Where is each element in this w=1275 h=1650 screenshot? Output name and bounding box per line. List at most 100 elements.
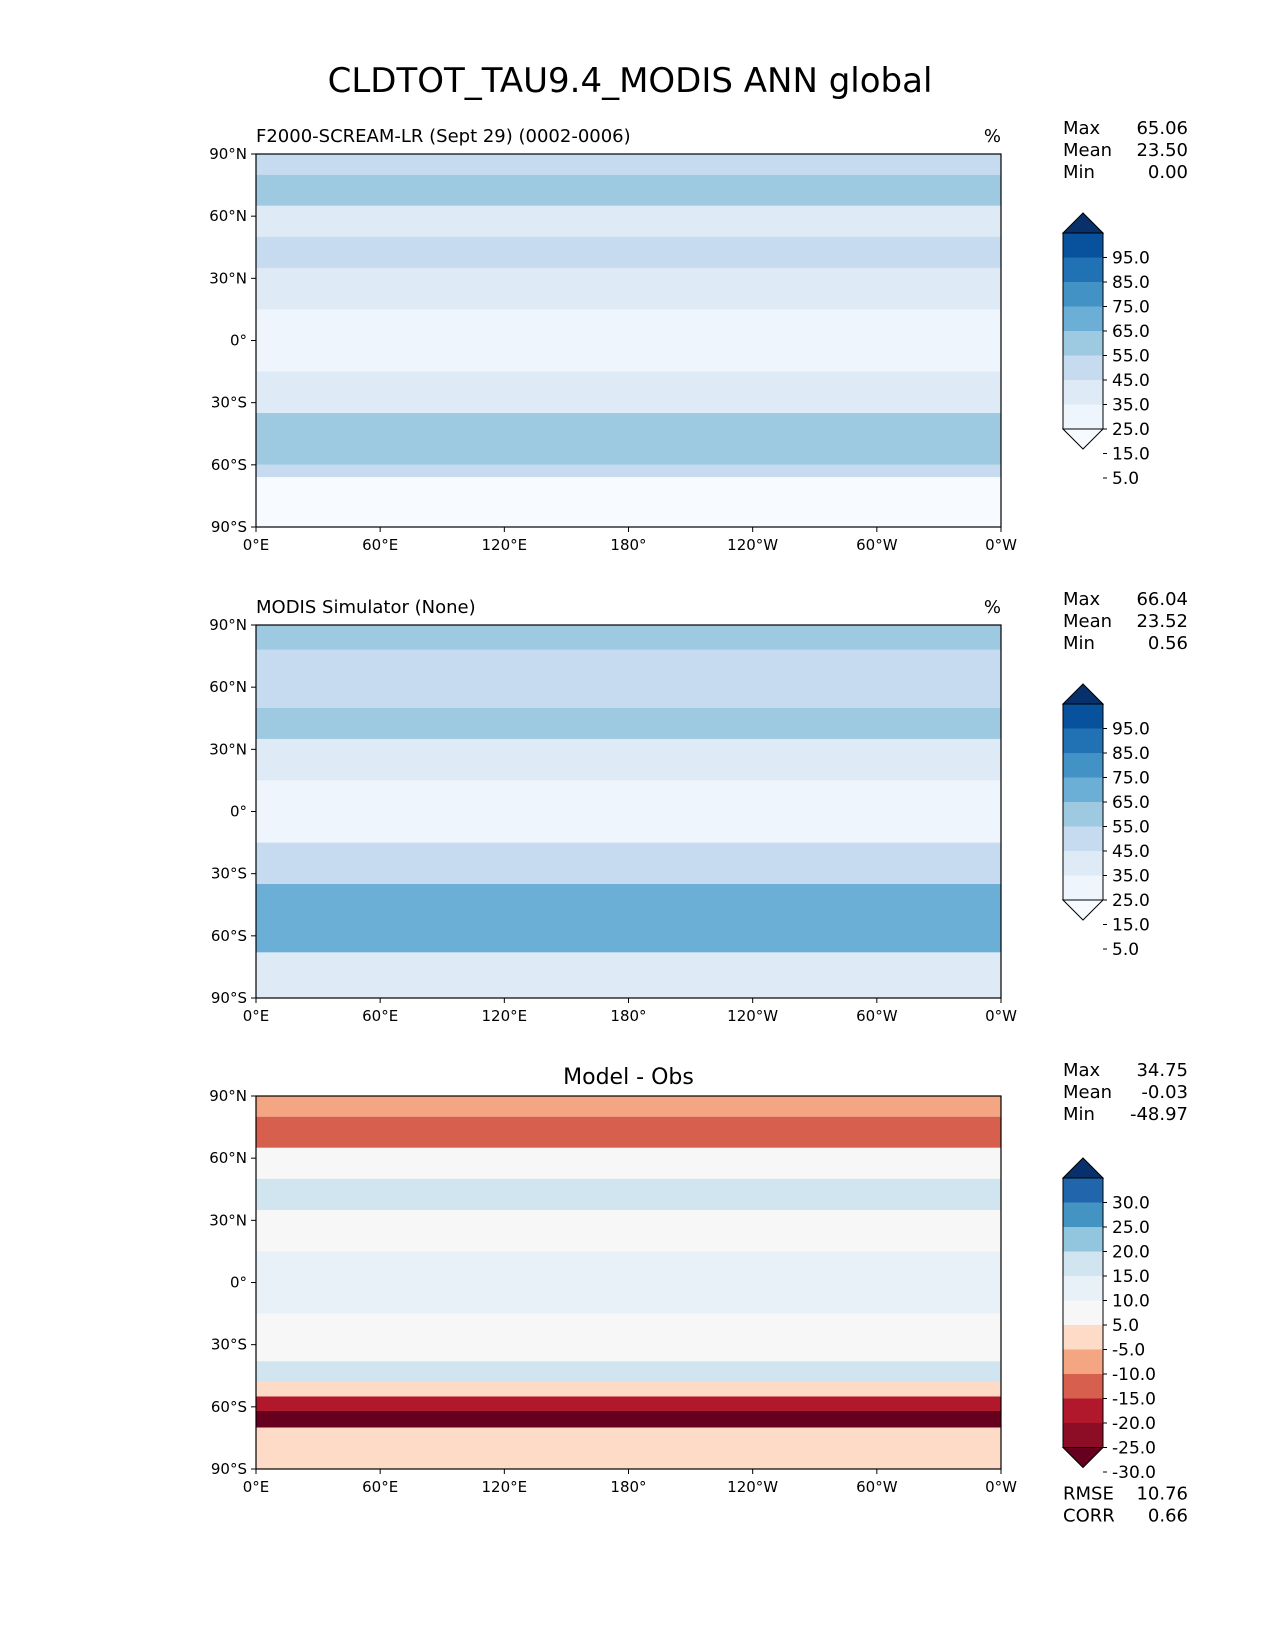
field-band-5 (256, 309, 1001, 372)
y-tick-label: 60°S (211, 1398, 247, 1416)
stat-label: Min (1063, 162, 1095, 183)
colorbar-segment (1063, 1325, 1103, 1350)
field-band-0 (256, 1096, 1001, 1117)
x-tick-label: 180° (610, 1007, 646, 1025)
x-tick-label: 120°W (727, 536, 778, 554)
colorbar-segment (1063, 331, 1103, 356)
colorbar-segment (1063, 380, 1103, 405)
colorbar-label: 65.0 (1112, 793, 1150, 813)
y-tick-label: 30°N (209, 269, 247, 287)
colorbar-label: -5.0 (1112, 1341, 1145, 1361)
x-tick-label: 0°E (243, 1478, 270, 1496)
field-band-3 (256, 1178, 1001, 1210)
colorbar-segment (1063, 1349, 1103, 1374)
field-band-5 (256, 1251, 1001, 1314)
y-tick-label: 60°S (211, 456, 247, 474)
colorbar-segment (1063, 1202, 1103, 1227)
colorbar-segment (1063, 1276, 1103, 1301)
field-band-6 (256, 371, 1001, 414)
x-tick-label: 60°W (856, 536, 898, 554)
y-tick-label: 60°N (209, 678, 247, 696)
x-tick-label: 60°W (856, 1007, 898, 1025)
field-band-7 (256, 413, 1001, 465)
x-tick-label: 60°E (362, 1007, 398, 1025)
field-band-8 (256, 1381, 1001, 1397)
stat-label: Min (1063, 633, 1095, 654)
stat-label: Mean (1063, 1082, 1112, 1103)
colorbar-segment (1063, 875, 1103, 900)
x-tick-label: 120°E (482, 1007, 528, 1025)
y-tick-label: 60°N (209, 207, 247, 225)
colorbar-label: 20.0 (1112, 1243, 1150, 1263)
colorbar-segment (1063, 1374, 1103, 1399)
field-band-11 (256, 1427, 1001, 1469)
stat-value: 66.04 (1136, 589, 1188, 610)
panel-title: MODIS Simulator (None) (256, 597, 476, 618)
stat-value: 65.06 (1136, 118, 1188, 139)
rmse-label: RMSE (1063, 1484, 1114, 1505)
y-tick-label: 90°S (211, 989, 247, 1007)
colorbar-segment (1063, 753, 1103, 778)
colorbar-label: 25.0 (1112, 1218, 1150, 1238)
y-tick-label: 0° (230, 1274, 247, 1292)
colorbar-label: 85.0 (1112, 273, 1150, 293)
colorbar-label: 5.0 (1112, 469, 1139, 489)
field-band-3 (256, 236, 1001, 268)
stat-value: -48.97 (1130, 1104, 1188, 1125)
colorbar-label: 55.0 (1112, 347, 1150, 367)
colorbar-extend-bottom (1061, 899, 1105, 921)
stat-value: 23.52 (1136, 611, 1188, 632)
colorbar-segment (1063, 1178, 1103, 1203)
colorbar-segment (1063, 704, 1103, 729)
field-band-0 (256, 625, 1001, 650)
colorbar-label: 35.0 (1112, 867, 1150, 887)
stat-label: Min (1063, 1104, 1095, 1125)
field-band-6 (256, 884, 1001, 953)
field-band-4 (256, 267, 1001, 310)
y-tick-label: 60°S (211, 927, 247, 945)
colorbar-segment (1063, 802, 1103, 827)
colorbar-segment (1063, 1398, 1103, 1423)
stat-value: -0.03 (1141, 1082, 1188, 1103)
panel-3: Model - Obs 0°E 60°E 120°E 180° 120°W 60°W 0°W 9… (209, 1060, 1188, 1527)
y-tick-label: 0° (230, 332, 247, 350)
field-band-5 (256, 842, 1001, 885)
colorbar-segment (1063, 306, 1103, 331)
field-band-3 (256, 738, 1001, 781)
y-tick-label: 0° (230, 803, 247, 821)
field-band-4 (256, 1209, 1001, 1252)
colorbar-segment (1063, 826, 1103, 851)
colorbar-label: 25.0 (1112, 420, 1150, 440)
x-tick-label: 120°W (727, 1478, 778, 1496)
stat-label: Max (1063, 118, 1101, 139)
x-tick-label: 60°E (362, 1478, 398, 1496)
colorbar-label: 5.0 (1112, 940, 1139, 960)
field-band-0 (256, 154, 1001, 175)
colorbar-label: 45.0 (1112, 371, 1150, 391)
colorbar-label: 10.0 (1112, 1292, 1150, 1312)
y-tick-label: 60°N (209, 1149, 247, 1167)
field-band-8 (256, 464, 1001, 478)
x-tick-label: 60°E (362, 536, 398, 554)
colorbar-extend-top (1061, 683, 1105, 705)
field-band-2 (256, 1147, 1001, 1179)
colorbar-label: 95.0 (1112, 249, 1150, 269)
colorbar-extend-top (1061, 1157, 1105, 1179)
colorbar-label: 15.0 (1112, 916, 1150, 936)
stat-value: 0.56 (1148, 633, 1188, 654)
field-band-1 (256, 649, 1001, 708)
colorbar-label: 5.0 (1112, 1316, 1139, 1336)
colorbar-segment (1063, 777, 1103, 802)
field-band-9 (256, 1396, 1001, 1411)
stat-value: 0.00 (1148, 162, 1188, 183)
x-tick-label: 120°E (482, 1478, 528, 1496)
panels: F2000-SCREAM-LR (Sept 29) (0002-0006) % 0°… (209, 118, 1188, 1527)
colorbar-extend-bottom (1061, 1447, 1105, 1469)
field-band-6 (256, 1313, 1001, 1362)
y-tick-label: 90°S (211, 1460, 247, 1478)
colorbar-segment (1063, 1300, 1103, 1325)
stat-label: Mean (1063, 611, 1112, 632)
colorbar-segment (1063, 728, 1103, 753)
colorbar-segment (1063, 1251, 1103, 1276)
stat-label: Max (1063, 589, 1101, 610)
